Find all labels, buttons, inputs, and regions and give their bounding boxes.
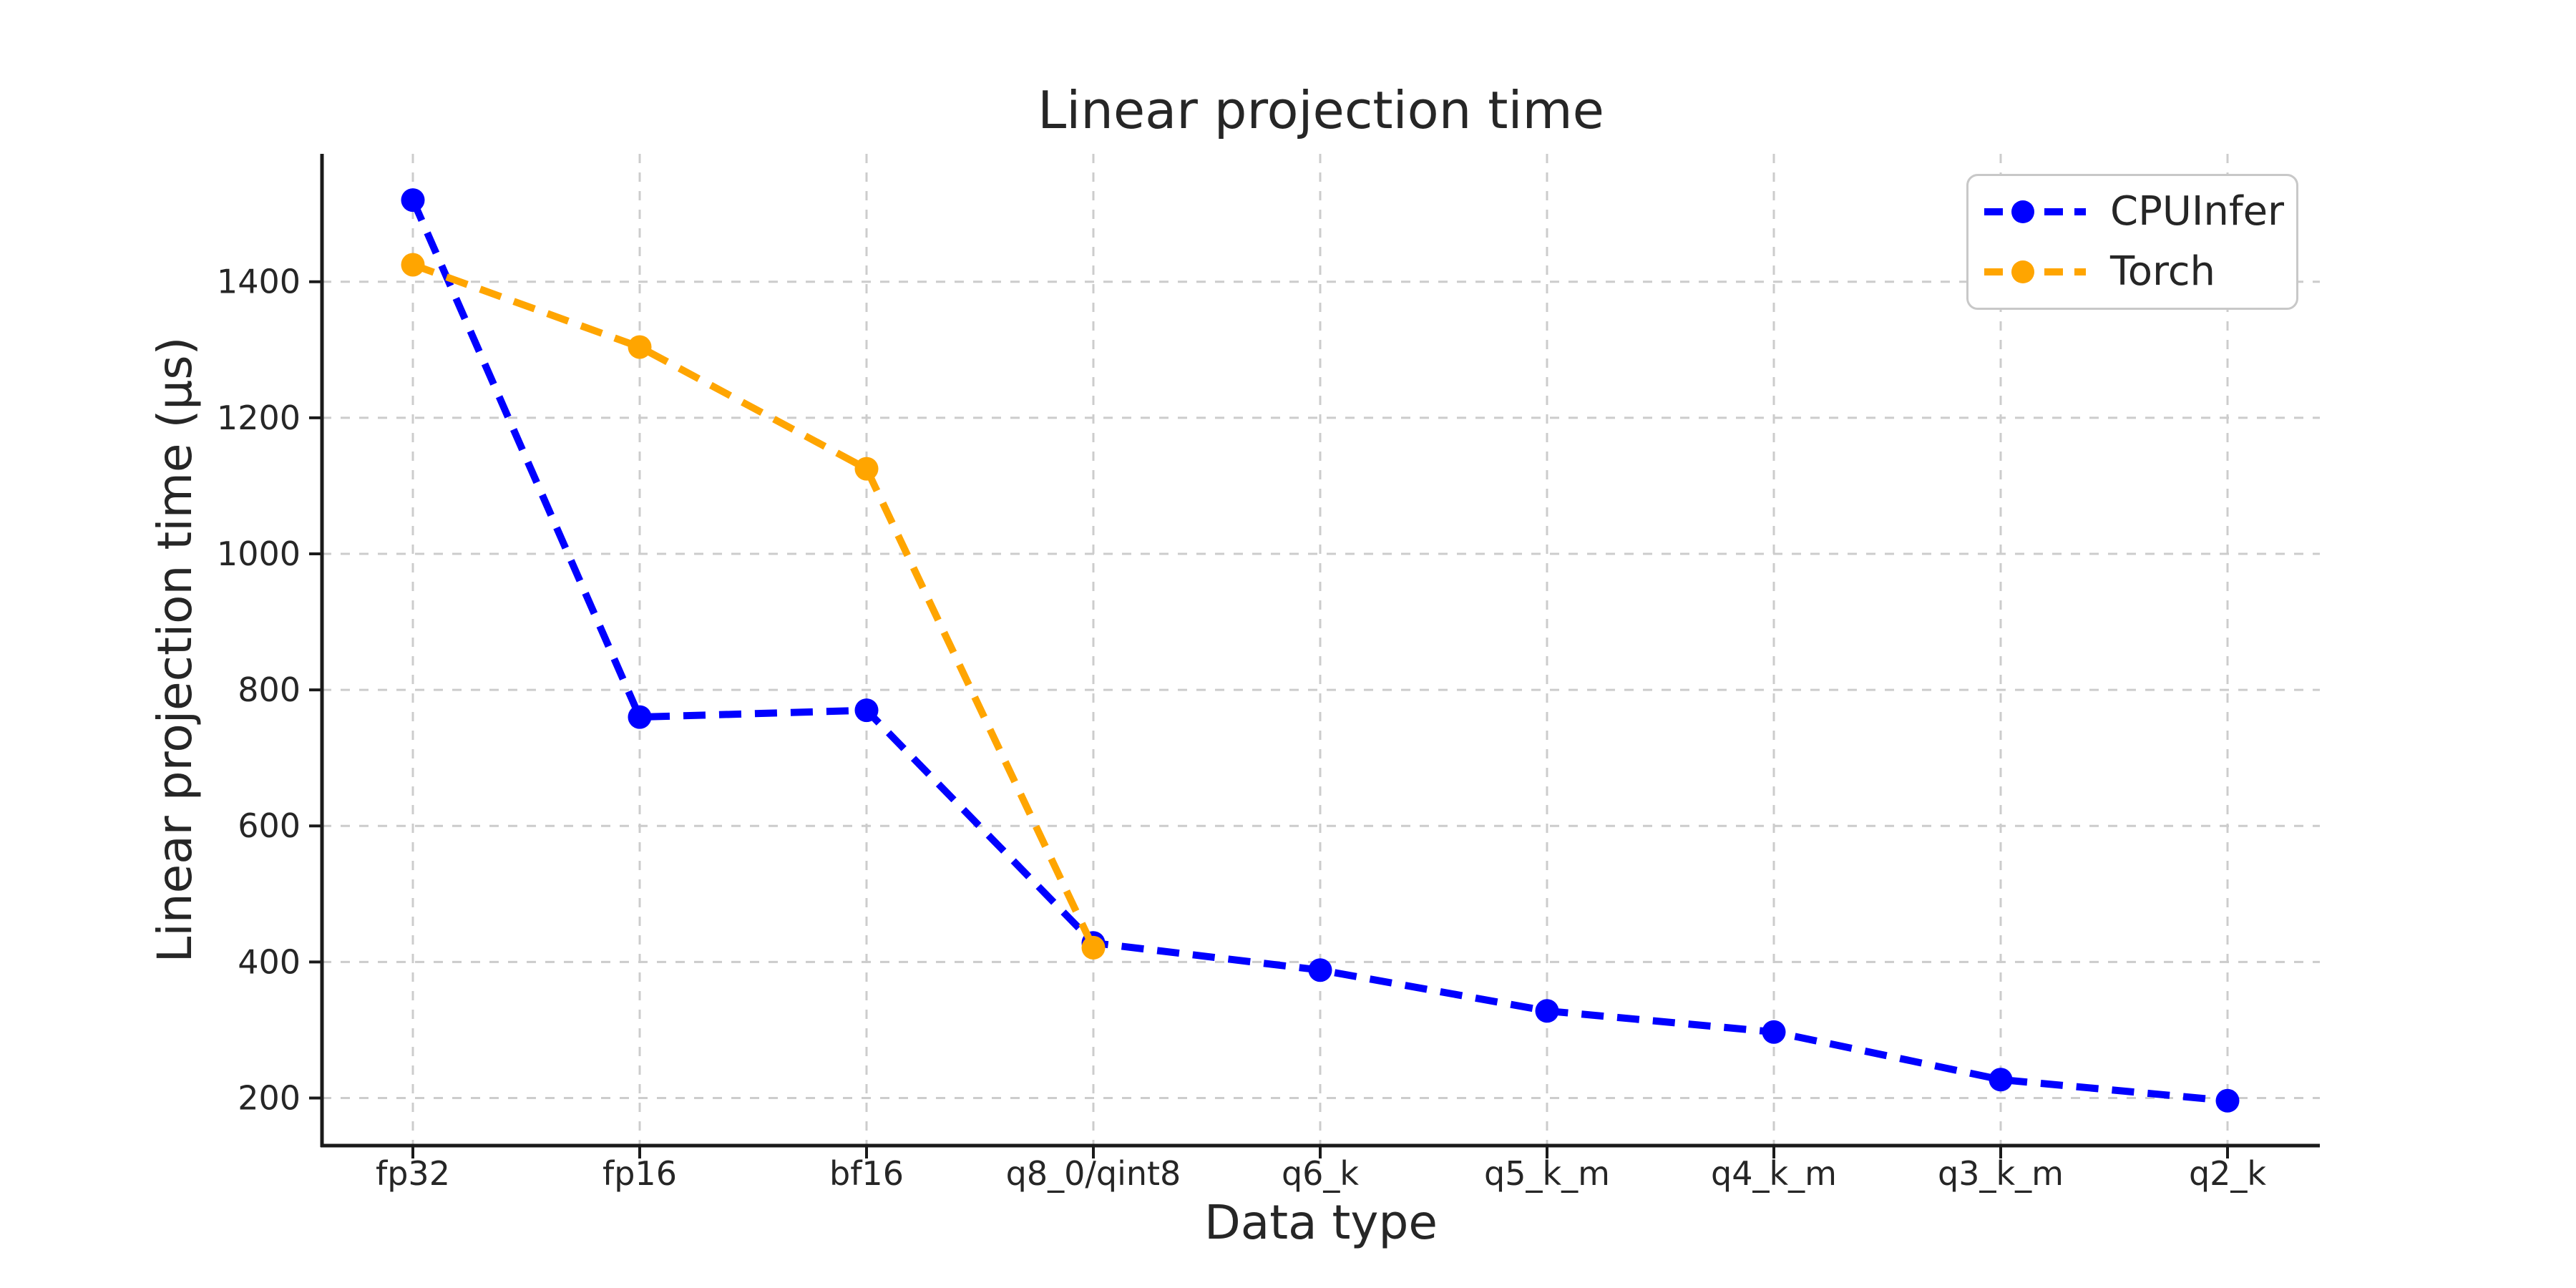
svg-text:fp16: fp16 — [602, 1154, 677, 1193]
svg-text:q4_k_m: q4_k_m — [1711, 1154, 1837, 1193]
svg-text:q2_k: q2_k — [2189, 1154, 2266, 1193]
legend: CPUInfer Torch — [1966, 174, 2298, 310]
legend-line-cpuinfer-icon — [1984, 200, 2086, 223]
y-axis-label: Linear projection time (μs) — [147, 336, 203, 963]
svg-text:bf16: bf16 — [829, 1154, 904, 1193]
x-axis-label: Data type — [1204, 1195, 1438, 1250]
svg-text:q5_k_m: q5_k_m — [1484, 1154, 1610, 1193]
svg-text:1000: 1000 — [217, 535, 301, 573]
svg-text:800: 800 — [238, 670, 301, 709]
svg-text:q6_k: q6_k — [1282, 1154, 1359, 1193]
svg-text:q8_0/qint8: q8_0/qint8 — [1006, 1154, 1181, 1193]
svg-text:1200: 1200 — [217, 399, 301, 437]
legend-line-torch-icon — [1984, 260, 2086, 283]
legend-label-cpuinfer: CPUInfer — [2110, 188, 2285, 235]
chart-title: Linear projection time — [1038, 80, 1604, 140]
svg-text:600: 600 — [238, 806, 301, 845]
svg-text:fp32: fp32 — [376, 1154, 450, 1193]
legend-item-torch: Torch — [1981, 252, 2283, 292]
legend-label-torch: Torch — [2110, 248, 2216, 295]
legend-item-cpuinfer: CPUInfer — [1981, 188, 2285, 235]
svg-text:1400: 1400 — [217, 263, 301, 301]
svg-text:q3_k_m: q3_k_m — [1938, 1154, 2064, 1193]
svg-text:400: 400 — [238, 942, 301, 981]
svg-text:200: 200 — [238, 1078, 301, 1117]
